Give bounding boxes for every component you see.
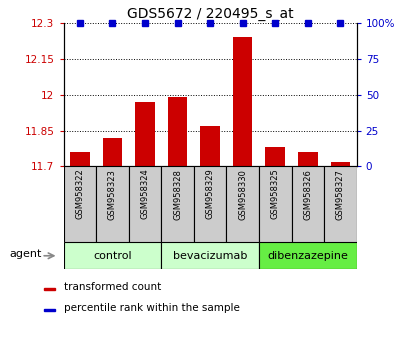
Text: GSM958324: GSM958324	[140, 169, 149, 219]
Bar	[167, 97, 187, 166]
Bar	[102, 138, 122, 166]
Bar	[70, 152, 90, 166]
Text: percentile rank within the sample: percentile rank within the sample	[63, 303, 239, 313]
Bar	[43, 288, 54, 290]
Bar	[226, 166, 258, 242]
Text: GSM958323: GSM958323	[108, 169, 117, 219]
Text: dibenzazepine: dibenzazepine	[267, 251, 347, 261]
Bar	[265, 147, 284, 166]
Bar	[193, 166, 226, 242]
Text: GSM958322: GSM958322	[75, 169, 84, 219]
Text: GSM958329: GSM958329	[205, 169, 214, 219]
Bar	[63, 166, 96, 242]
Bar	[291, 166, 324, 242]
Text: GSM958326: GSM958326	[303, 169, 312, 219]
Bar	[258, 166, 291, 242]
Text: GSM958328: GSM958328	[173, 169, 182, 219]
Bar	[128, 166, 161, 242]
Bar	[161, 242, 258, 269]
Bar	[200, 126, 219, 166]
Text: GSM958325: GSM958325	[270, 169, 279, 219]
Bar	[63, 242, 161, 269]
Bar	[43, 309, 54, 311]
Bar	[135, 102, 154, 166]
Bar	[324, 166, 356, 242]
Bar	[258, 242, 356, 269]
Bar	[232, 38, 252, 166]
Text: GSM958330: GSM958330	[238, 169, 247, 219]
Bar	[96, 166, 128, 242]
Text: GSM958327: GSM958327	[335, 169, 344, 219]
Bar	[330, 161, 349, 166]
Bar	[297, 152, 317, 166]
Text: control: control	[93, 251, 131, 261]
Title: GDS5672 / 220495_s_at: GDS5672 / 220495_s_at	[126, 7, 293, 21]
Text: agent: agent	[9, 250, 42, 259]
Bar	[161, 166, 193, 242]
Text: transformed count: transformed count	[63, 282, 160, 292]
Text: bevacizumab: bevacizumab	[173, 251, 247, 261]
